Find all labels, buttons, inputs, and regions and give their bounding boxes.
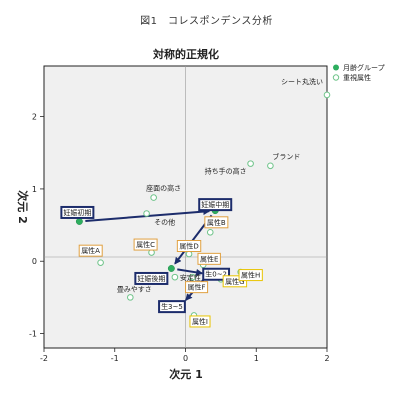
point-label: 生0~2 xyxy=(205,270,227,279)
data-point xyxy=(323,91,331,99)
point-label: シート丸洗い xyxy=(281,77,323,86)
label-box xyxy=(197,252,221,265)
data-point xyxy=(148,249,155,256)
trajectory-arrow xyxy=(177,268,204,276)
data-point xyxy=(247,160,254,167)
point-label-box: 属性D xyxy=(176,240,202,252)
data-point xyxy=(171,273,179,281)
point-label: 属性C xyxy=(136,240,155,249)
data-point xyxy=(143,210,150,217)
point-label-box: 妊娠初期 xyxy=(60,205,95,219)
point-label: 属性I xyxy=(192,317,208,326)
data-point xyxy=(189,273,196,281)
y-tick-label: 1 xyxy=(32,185,37,194)
label-box xyxy=(60,205,95,219)
data-point xyxy=(267,162,274,170)
label-box xyxy=(133,238,158,251)
legend-label: 重視属性 xyxy=(343,73,371,82)
point-label: 妊娠中期 xyxy=(201,200,229,209)
label-box xyxy=(78,244,103,257)
label-box xyxy=(176,240,202,252)
point-label-box: 生0~2 xyxy=(202,267,231,281)
label-box xyxy=(189,315,211,328)
data-point xyxy=(97,259,104,266)
point-label-box: 属性B xyxy=(204,216,229,229)
label-box xyxy=(204,216,229,229)
x-tick-label: 1 xyxy=(254,354,259,363)
label-box xyxy=(198,198,233,212)
point-label: 属性B xyxy=(207,218,226,227)
data-point xyxy=(185,250,193,258)
label-box xyxy=(202,267,231,281)
point-label: 妊娠初期 xyxy=(63,208,91,217)
data-point xyxy=(75,218,83,225)
point-label-box: 属性E xyxy=(197,252,221,265)
figure-caption: 図1 コレスポンデンス分析 xyxy=(140,16,273,27)
x-tick-label: 0 xyxy=(183,354,188,363)
label-box xyxy=(158,300,186,314)
point-label: 属性D xyxy=(179,242,198,251)
x-tick-label: -2 xyxy=(40,354,48,363)
point-label: その他 xyxy=(154,218,175,227)
point-label-box: 属性I xyxy=(189,315,211,328)
point-label-box: 妊娠中期 xyxy=(198,198,233,212)
point-label-box: 妊娠後期 xyxy=(134,271,169,285)
x-axis-label: 次元 1 xyxy=(169,367,202,381)
point-label-box: 属性C xyxy=(133,238,158,251)
label-box xyxy=(134,271,169,285)
data-point xyxy=(206,229,214,236)
point-label: 属性F xyxy=(188,283,206,292)
data-point xyxy=(127,294,134,301)
point-label-box: 属性G xyxy=(222,275,248,288)
y-tick-label: 2 xyxy=(32,113,37,122)
point-label: 畳みやすさ xyxy=(117,285,152,293)
point-label: 生3~5 xyxy=(161,302,183,311)
y-tick-label: 0 xyxy=(32,257,37,266)
point-label: 属性E xyxy=(200,254,218,263)
axis-ticks: -2 -1 0 1 2 -1 0 1 2 xyxy=(29,113,330,363)
point-label: 安定性 xyxy=(180,273,201,282)
legend-label: 月齢グループ xyxy=(343,63,385,72)
x-tick-label: 2 xyxy=(324,354,329,363)
point-label-box: 属性A xyxy=(78,244,103,257)
point-label: 属性H xyxy=(241,271,260,280)
legend-marker xyxy=(332,74,340,81)
label-box xyxy=(222,275,248,288)
data-point xyxy=(167,265,175,272)
point-label-box: 属性F xyxy=(185,281,209,294)
point-label-box: 生3~5 xyxy=(158,300,186,314)
point-label: 持ち手の高さ xyxy=(205,167,247,176)
legend-marker xyxy=(333,64,339,71)
label-box xyxy=(185,281,209,294)
point-label: 属性A xyxy=(81,246,100,255)
y-axis-label: 次元 2 xyxy=(16,190,30,223)
chart-title: 対称的正規化 xyxy=(152,47,219,61)
point-label: 属性G xyxy=(225,277,244,286)
label-box xyxy=(238,269,263,282)
point-label: ブランド xyxy=(272,152,300,161)
point-label-box: 属性H xyxy=(238,269,263,282)
x-tick-label: -1 xyxy=(111,354,119,363)
point-label: 座面の高さ xyxy=(146,184,181,193)
point-label: 妊娠後期 xyxy=(137,274,165,283)
data-point xyxy=(150,194,157,201)
y-tick-label: -1 xyxy=(29,330,37,339)
